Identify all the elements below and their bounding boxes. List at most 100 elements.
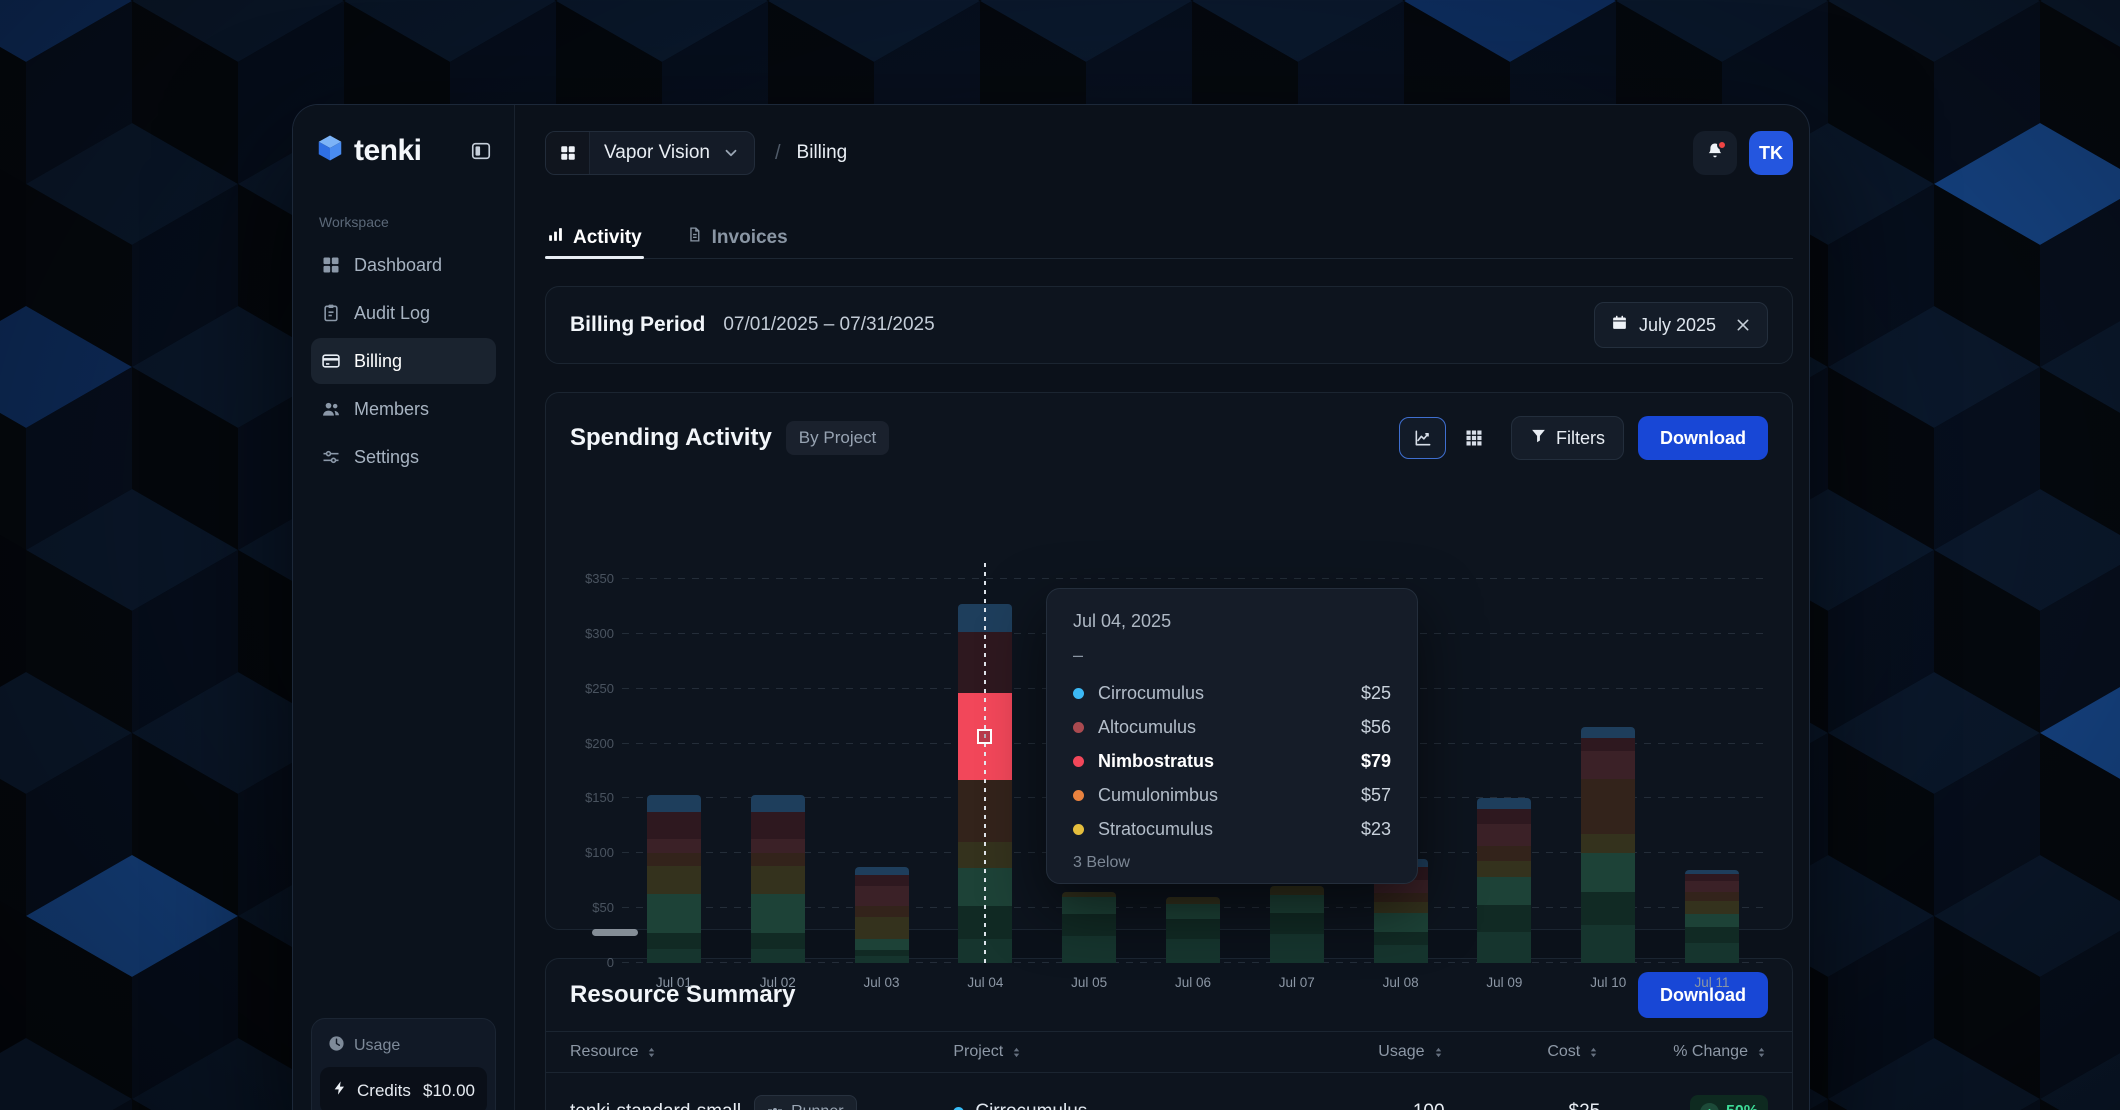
bar-segment [1685, 943, 1739, 963]
chart-x-axis: Jul 01Jul 02Jul 03Jul 04Jul 05Jul 06Jul … [622, 975, 1764, 990]
bar-segment [1477, 846, 1531, 861]
bar-segment [855, 906, 909, 917]
chart-view-button[interactable] [1399, 417, 1446, 459]
workspace-grid-icon [546, 132, 590, 174]
bar-segment [1685, 927, 1739, 943]
bar-slot-jul-11[interactable] [1660, 579, 1764, 963]
bar-segment [1166, 897, 1220, 904]
y-tick-label: $300 [570, 626, 614, 641]
chart-scrollbar-thumb[interactable] [592, 929, 638, 936]
table-view-button[interactable] [1450, 417, 1497, 459]
tab-invoices[interactable]: Invoices [684, 217, 790, 258]
month-chip-label: July 2025 [1639, 315, 1716, 336]
stacked-bar [1685, 870, 1739, 963]
credits-row[interactable]: Credits $10.00 [320, 1067, 487, 1110]
users-icon [321, 399, 341, 419]
bar-slot-jul-02[interactable] [726, 579, 830, 963]
x-tick-label: Jul 09 [1453, 975, 1557, 990]
bar-segment [1477, 809, 1531, 823]
series-dot [1073, 790, 1084, 801]
bar-segment [1270, 934, 1324, 963]
bar-segment [855, 867, 909, 876]
sidebar: tenki Workspace Dashboard Audit Log Bill… [293, 105, 515, 1110]
sidebar-item-audit-log[interactable]: Audit Log [311, 290, 496, 336]
change-value: 50% [1726, 1103, 1758, 1110]
credit-card-icon [321, 351, 341, 371]
cost-value: $25 [1445, 1101, 1601, 1110]
bar-segment [647, 839, 701, 853]
filters-label: Filters [1556, 428, 1605, 449]
notifications-button[interactable] [1693, 131, 1737, 175]
workspace-switcher[interactable]: Vapor Vision [545, 131, 755, 175]
tooltip-footer: 3 Below [1073, 854, 1391, 872]
avatar[interactable]: TK [1749, 131, 1793, 175]
main-content: Vapor Vision / Billing TK Activity [515, 105, 1809, 1110]
column-header-change[interactable]: % Change [1600, 1043, 1768, 1061]
sidebar-collapse-icon[interactable] [470, 140, 492, 162]
bar-segment [647, 933, 701, 948]
sort-icon [1010, 1046, 1023, 1059]
stacked-bar [1477, 798, 1531, 963]
bar-segment [1685, 892, 1739, 901]
bar-segment [647, 949, 701, 963]
spending-header: Spending Activity By Project Filters [570, 415, 1768, 461]
stacked-bar [855, 867, 909, 964]
series-dot [1073, 824, 1084, 835]
column-header-resource[interactable]: Resource [570, 1043, 953, 1061]
month-filter-chip[interactable]: July 2025 [1594, 302, 1768, 348]
bar-segment [1270, 886, 1324, 895]
bar-segment [1581, 751, 1635, 778]
tooltip-row: Altocumulus$56 [1073, 710, 1391, 744]
hover-guide-line [984, 563, 986, 963]
tab-activity[interactable]: Activity [545, 217, 644, 258]
download-button[interactable]: Download [1638, 416, 1768, 460]
filters-button[interactable]: Filters [1511, 416, 1624, 460]
bar-segment [751, 933, 805, 948]
resource-summary-header: Resource Summary Download [546, 959, 1792, 1031]
workspace-name: Vapor Vision [590, 142, 722, 164]
logo: tenki [311, 133, 496, 168]
bar-segment [1270, 895, 1324, 913]
workspace-section-label: Workspace [311, 214, 496, 230]
bar-chart-icon [547, 226, 564, 249]
sidebar-item-settings[interactable]: Settings [311, 434, 496, 480]
x-tick-label: Jul 03 [830, 975, 934, 990]
bar-slot-jul-01[interactable] [622, 579, 726, 963]
bar-slot-jul-10[interactable] [1556, 579, 1660, 963]
column-header-cost[interactable]: Cost [1445, 1043, 1601, 1061]
x-tick-label: Jul 04 [933, 975, 1037, 990]
table-row[interactable]: tenki-standard-small Runner Cirrocumulus… [546, 1073, 1792, 1110]
close-icon[interactable] [1735, 317, 1751, 333]
tooltip-row: Cumulonimbus$57 [1073, 778, 1391, 812]
tooltip-rows: Cirrocumulus$25Altocumulus$56Nimbostratu… [1073, 676, 1391, 846]
document-icon [686, 226, 703, 249]
bar-slot-jul-09[interactable] [1453, 579, 1557, 963]
column-header-usage[interactable]: Usage [1265, 1043, 1445, 1061]
series-name: Cirrocumulus [1098, 683, 1204, 704]
column-label: % Change [1673, 1043, 1748, 1061]
bar-segment [1581, 925, 1635, 963]
bar-slot-jul-03[interactable] [830, 579, 934, 963]
bar-segment [855, 886, 909, 906]
table-header-row: Resource Project Usage Cost % Change [546, 1031, 1792, 1073]
bar-slot-jul-04[interactable] [933, 579, 1037, 963]
billing-period-title: Billing Period [570, 313, 705, 337]
stacked-bar [647, 795, 701, 963]
project-dot [953, 1107, 964, 1110]
billing-period-card: Billing Period 07/01/2025 – 07/31/2025 J… [545, 286, 1793, 364]
chevron-down-icon [722, 144, 740, 162]
column-header-project[interactable]: Project [953, 1043, 1264, 1061]
series-value: $57 [1361, 785, 1391, 806]
bar-segment [1477, 877, 1531, 904]
bar-segment [1166, 919, 1220, 939]
sidebar-item-dashboard[interactable]: Dashboard [311, 242, 496, 288]
sidebar-item-billing[interactable]: Billing [311, 338, 496, 384]
x-tick-label: Jul 11 [1660, 975, 1764, 990]
bar-segment [1270, 913, 1324, 935]
bar-segment [1374, 932, 1428, 945]
clipboard-icon [321, 303, 341, 323]
sidebar-item-members[interactable]: Members [311, 386, 496, 432]
stacked-bar [1062, 892, 1116, 963]
y-tick-label: 0 [570, 955, 614, 970]
breadcrumb-page[interactable]: Billing [797, 142, 848, 164]
